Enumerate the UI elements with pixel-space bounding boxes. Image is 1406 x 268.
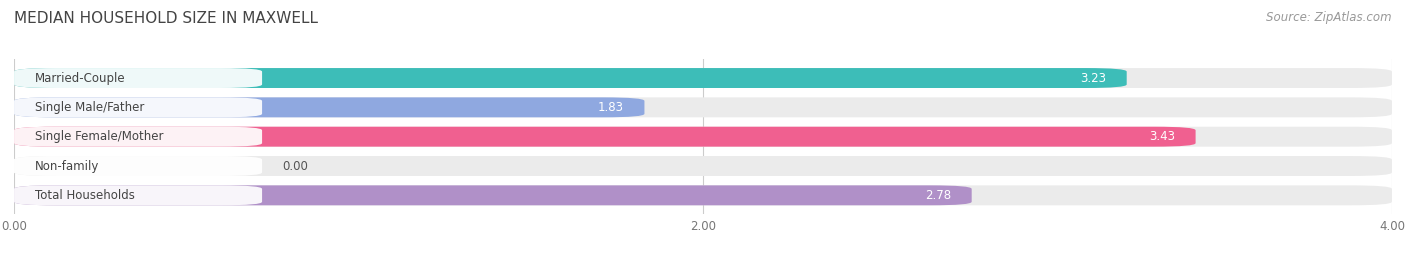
Text: 1.83: 1.83	[598, 101, 624, 114]
FancyBboxPatch shape	[14, 97, 262, 117]
FancyBboxPatch shape	[14, 185, 262, 205]
FancyBboxPatch shape	[14, 185, 972, 205]
Text: 0.00: 0.00	[283, 159, 309, 173]
FancyBboxPatch shape	[14, 68, 1126, 88]
FancyBboxPatch shape	[14, 156, 262, 176]
FancyBboxPatch shape	[14, 127, 262, 147]
Text: Total Households: Total Households	[35, 189, 135, 202]
FancyBboxPatch shape	[14, 156, 1392, 176]
Text: Single Female/Mother: Single Female/Mother	[35, 130, 163, 143]
FancyBboxPatch shape	[14, 185, 1392, 205]
Text: Married-Couple: Married-Couple	[35, 72, 125, 84]
FancyBboxPatch shape	[14, 68, 262, 88]
FancyBboxPatch shape	[14, 127, 1392, 147]
FancyBboxPatch shape	[14, 127, 1195, 147]
Text: MEDIAN HOUSEHOLD SIZE IN MAXWELL: MEDIAN HOUSEHOLD SIZE IN MAXWELL	[14, 11, 318, 26]
FancyBboxPatch shape	[14, 97, 644, 117]
Text: Source: ZipAtlas.com: Source: ZipAtlas.com	[1267, 11, 1392, 24]
Text: 3.43: 3.43	[1149, 130, 1175, 143]
FancyBboxPatch shape	[14, 68, 1392, 88]
FancyBboxPatch shape	[14, 97, 1392, 117]
Text: 2.78: 2.78	[925, 189, 950, 202]
Text: Single Male/Father: Single Male/Father	[35, 101, 143, 114]
Text: Non-family: Non-family	[35, 159, 98, 173]
Text: 3.23: 3.23	[1080, 72, 1107, 84]
